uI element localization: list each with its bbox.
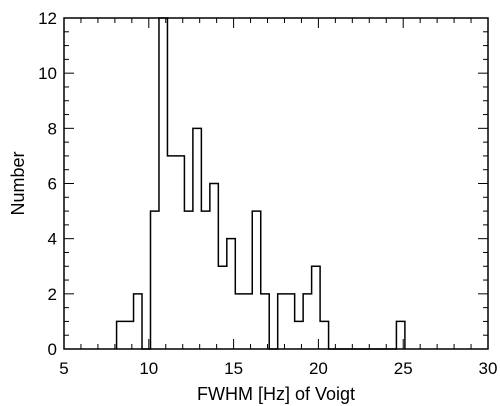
x-axis-label: FWHM [Hz] of Voigt	[197, 384, 355, 404]
y-tick-label: 2	[48, 285, 57, 304]
y-tick-label: 6	[48, 175, 57, 194]
y-tick-label: 12	[38, 9, 57, 28]
plot-frame	[63, 17, 489, 350]
x-tick-label: 30	[479, 359, 498, 378]
x-tick-label: 25	[394, 359, 413, 378]
histogram-outline	[115, 17, 406, 350]
x-tick-label: 20	[309, 359, 328, 378]
x-tick-label: 15	[224, 359, 243, 378]
y-tick-label: 4	[48, 230, 57, 249]
y-tick-label: 10	[38, 64, 57, 83]
y-tick-label: 8	[48, 119, 57, 138]
y-tick-label: 0	[48, 340, 57, 359]
x-tick-label: 10	[139, 359, 158, 378]
y-axis-label: Number	[8, 151, 28, 215]
x-tick-label: 5	[59, 359, 68, 378]
